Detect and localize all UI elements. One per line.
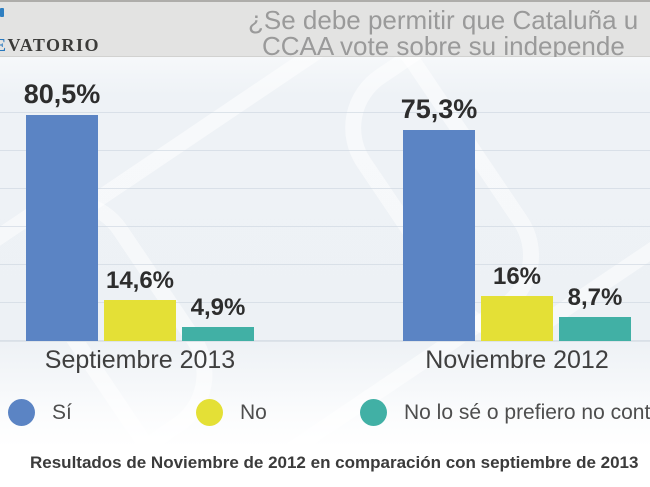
legend-label: No lo sé o prefiero no contest — [404, 400, 650, 424]
legend-swatch-si — [8, 399, 35, 426]
bar-si — [403, 130, 475, 341]
value-label: 14,6% — [105, 267, 175, 294]
footnote: Resultados de Noviembre de 2012 en compa… — [30, 453, 639, 472]
bar-cell-no: 16% — [481, 263, 553, 341]
bar-no — [481, 296, 553, 341]
legend-label: No — [240, 400, 267, 424]
bar-cell-si: 80,5% — [23, 79, 101, 341]
chart-area: 80,5% 14,6% 4,9% Septiembre 2013 75,3% 16% 8… — [0, 57, 650, 447]
legend-label: Sí — [52, 400, 72, 424]
bar-no-lo-se — [559, 317, 631, 341]
header-bar: EVATORIO ¿Se debe permitir que Cataluña … — [0, 0, 650, 59]
page-title: ¿Se debe permitir que Cataluña u CCAA vo… — [248, 7, 638, 59]
logo-mark-icon — [0, 8, 4, 17]
bar-cell-no-lo-se: 8,7% — [559, 284, 631, 341]
bars-row: 80,5% 14,6% 4,9% — [23, 79, 254, 341]
bar-cell-si: 75,3% — [400, 94, 478, 341]
bar-cell-no-lo-se: 4,9% — [182, 294, 254, 341]
bar-group-noviembre-2012: 75,3% 16% 8,7% Noviembre 2012 — [400, 79, 631, 375]
bar-si — [26, 115, 98, 341]
category-label: Septiembre 2013 — [44, 346, 236, 374]
bar-no — [104, 300, 176, 341]
bar-cell-no: 14,6% — [104, 267, 176, 341]
value-label: 16% — [492, 263, 542, 290]
bars-row: 75,3% 16% 8,7% — [400, 79, 631, 341]
value-label: 8,7% — [567, 284, 623, 311]
legend-item-no: No — [196, 399, 267, 426]
value-label: 75,3% — [400, 94, 478, 124]
bar-no-lo-se — [182, 327, 254, 341]
legend: Sí No No lo sé o prefiero no contest — [0, 399, 650, 433]
title-line-1: ¿Se debe permitir que Cataluña u — [248, 5, 639, 35]
logo: EVATORIO — [0, 35, 100, 56]
logo-text: VATORIO — [7, 35, 101, 55]
value-label: 80,5% — [23, 79, 101, 109]
bar-group-septiembre-2013: 80,5% 14,6% 4,9% Septiembre 2013 — [23, 79, 254, 375]
legend-item-no-lo-se: No lo sé o prefiero no contest — [360, 399, 650, 426]
legend-swatch-no-lo-se — [360, 399, 387, 426]
legend-item-si: Sí — [8, 399, 72, 426]
legend-swatch-no — [196, 399, 223, 426]
category-label: Noviembre 2012 — [425, 346, 609, 374]
x-axis-baseline — [0, 341, 650, 342]
logo-accent-letter: E — [0, 35, 8, 55]
value-label: 4,9% — [190, 294, 246, 321]
title-line-2: CCAA vote sobre su independe — [262, 31, 625, 61]
